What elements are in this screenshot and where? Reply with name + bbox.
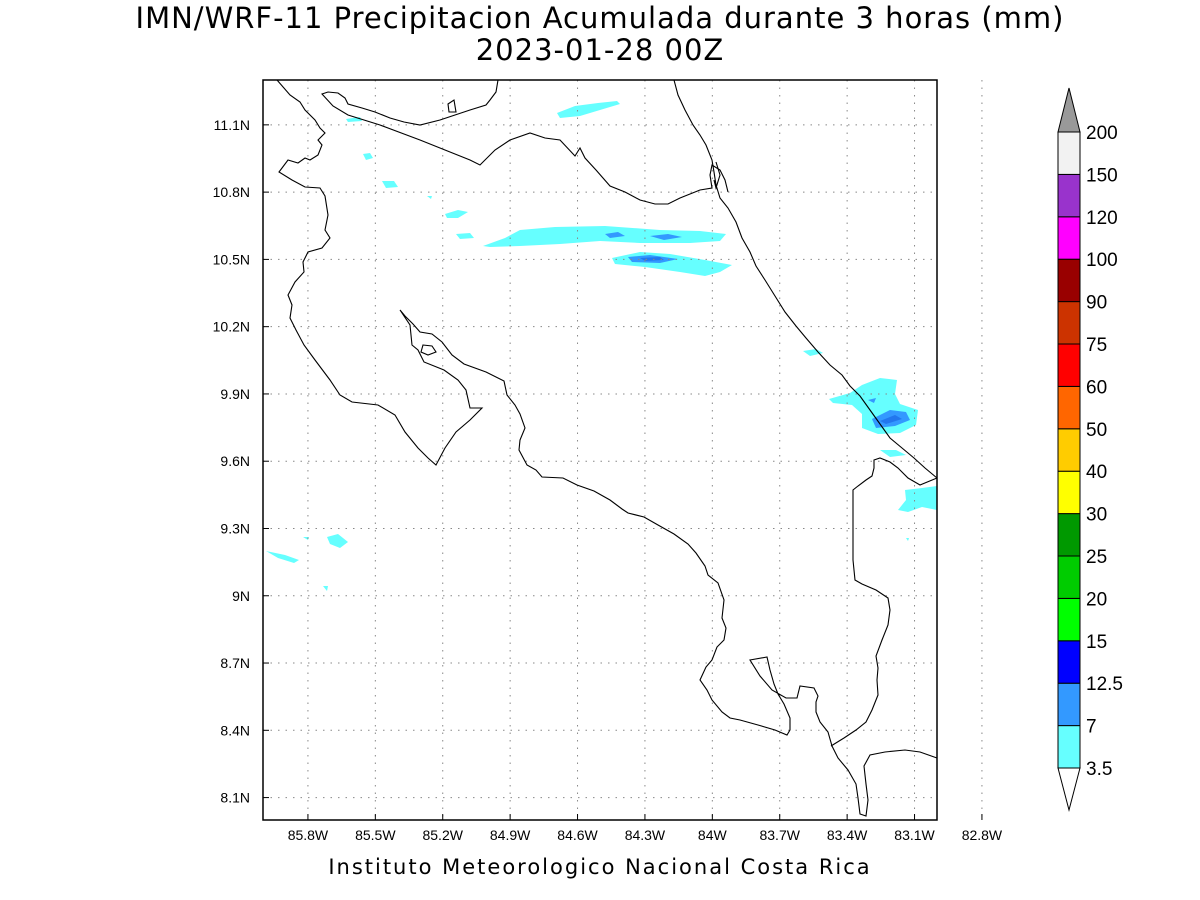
colorbar-swatch <box>1057 385 1081 430</box>
lon-tick-label: 85.5W <box>355 827 396 843</box>
colorbar-swatch <box>1057 513 1081 557</box>
lon-tick-label: 83.7W <box>759 827 800 843</box>
lat-tick-label: 9N <box>232 588 250 604</box>
colorbar-label: 75 <box>1086 335 1107 356</box>
colorbar-swatch <box>1057 216 1081 260</box>
colorbar-swatch <box>1057 597 1081 642</box>
colorbar-swatch <box>1057 470 1081 515</box>
colorbar-swatch <box>1057 640 1081 684</box>
lat-tick-label: 8.7N <box>220 655 250 671</box>
lon-tick-label: 85.2W <box>422 827 463 843</box>
colorbar-label: 7 <box>1086 717 1097 738</box>
lat-tick-label: 11.1N <box>214 117 250 133</box>
colorbar-swatch <box>1057 428 1081 472</box>
lon-tick-label: 84.9W <box>490 827 531 843</box>
colorbar-label: 3.5 <box>1086 759 1112 780</box>
map-frame <box>262 79 938 821</box>
colorbar-label: 12.5 <box>1086 674 1123 695</box>
colorbar-swatch <box>1057 555 1081 599</box>
colorbar-label: 100 <box>1086 250 1118 271</box>
lon-tick-label: 85.8W <box>288 827 329 843</box>
lat-tick-label: 8.4N <box>220 722 250 738</box>
lon-tick-label: 83.1W <box>894 827 935 843</box>
lat-tick-label: 9.9N <box>220 386 250 402</box>
precipitation-heavier-cores <box>640 257 902 424</box>
colorbar-swatch <box>1057 725 1081 769</box>
footer-credit: Instituto Meteorologico Nacional Costa R… <box>328 855 872 879</box>
colorbar-swatch <box>1057 343 1081 387</box>
colorbar-swatch <box>1057 258 1081 303</box>
colorbar-label: 200 <box>1086 123 1118 144</box>
colorbar-swatch <box>1057 301 1081 345</box>
lat-tick-label: 9.6N <box>220 453 250 469</box>
lat-tick-label: 9.3N <box>220 520 250 536</box>
lon-tick-label: 84.6W <box>557 827 598 843</box>
lon-tick-label: 82.8W <box>962 827 1003 843</box>
precipitation-light-areas <box>266 101 937 591</box>
latitude-axis: 11.1N 10.8N 10.5N 10.2N 9.9N 9.6N 9.3N 9N 8.7N 8.… <box>213 117 269 806</box>
colorbar-label: 90 <box>1086 293 1107 314</box>
colorbar-swatch <box>1057 131 1081 175</box>
lon-tick-label: 83.4W <box>827 827 868 843</box>
colorbar-label: 30 <box>1086 505 1107 526</box>
colorbar-label: 15 <box>1086 632 1107 653</box>
colorbar-label: 120 <box>1086 208 1118 229</box>
precipitation-colorbar: 3.5 7 12.5 15 20 25 30 40 50 60 75 90 100 120 150 200 <box>1057 87 1123 812</box>
colorbar-label: 40 <box>1086 462 1107 483</box>
colorbar-label: 25 <box>1086 547 1107 568</box>
lon-tick-label: 84.3W <box>625 827 666 843</box>
colorbar-label: 20 <box>1086 589 1107 610</box>
lat-tick-label: 8.1N <box>220 790 250 806</box>
chart-title: IMN/WRF-11 Precipitacion Acumulada duran… <box>135 1 1065 35</box>
lat-tick-label: 10.5N <box>213 251 250 267</box>
lat-tick-label: 10.8N <box>213 184 250 200</box>
colorbar-label: 60 <box>1086 377 1107 398</box>
lon-tick-label: 84W <box>698 827 728 843</box>
colorbar-swatch <box>1057 173 1081 218</box>
longitude-axis: 85.8W 85.5W 85.2W 84.9W 84.6W 84.3W 84W 83.7W 83… <box>288 814 1003 843</box>
colorbar-under-triangle <box>1057 767 1081 812</box>
lat-tick-label: 10.2N <box>213 319 250 335</box>
colorbar-over-triangle <box>1057 87 1081 133</box>
colorbar-label: 50 <box>1086 420 1107 441</box>
chart-date: 2023-01-28 00Z <box>475 33 725 67</box>
colorbar-swatch <box>1057 682 1081 727</box>
title-block: IMN/WRF-11 Precipitacion Acumulada duran… <box>0 2 1200 66</box>
colorbar-label: 150 <box>1086 165 1118 186</box>
coastline-and-borders <box>276 79 938 817</box>
